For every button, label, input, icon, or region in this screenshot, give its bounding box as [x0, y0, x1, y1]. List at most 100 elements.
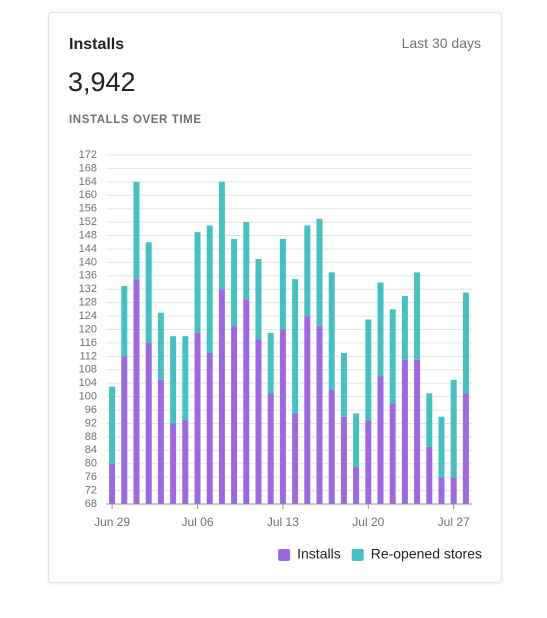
bar-segment [194, 332, 201, 504]
bar-segment [231, 326, 238, 504]
legend-label: Installs [297, 546, 341, 562]
y-tick-label: 124 [79, 310, 97, 322]
bar-segment [157, 379, 164, 504]
y-tick-label: 108 [79, 364, 97, 376]
bar-segment [231, 238, 238, 327]
date-range[interactable]: Last 30 days [401, 35, 481, 51]
bar-segment [353, 467, 360, 504]
y-tick-label: 132 [79, 283, 97, 295]
bar-segment [401, 295, 408, 360]
bar-segment [377, 376, 384, 504]
bar-segment [304, 225, 311, 317]
bar-segment [243, 299, 250, 504]
bar-segment [292, 413, 299, 504]
x-tick-label: Jul 06 [181, 515, 213, 529]
bar-segment [133, 181, 140, 280]
y-tick-label: 168 [79, 162, 97, 174]
bar-segment [450, 379, 457, 478]
bar-segment [462, 393, 469, 504]
bar-segment [377, 282, 384, 377]
bar-segment [243, 222, 250, 300]
bar-segment [279, 238, 286, 330]
bar-segment [194, 232, 201, 333]
y-tick-label: 96 [85, 404, 97, 416]
bar-segment [255, 339, 262, 504]
bar-segment [206, 352, 213, 504]
bar-segment [462, 292, 469, 394]
y-tick-label: 116 [79, 337, 97, 349]
bar-segment [316, 326, 323, 504]
bar-segment [121, 285, 128, 357]
legend-swatch [351, 549, 364, 561]
bar-segment [389, 403, 396, 504]
y-tick-label: 140 [79, 256, 97, 268]
bar-segment [414, 272, 421, 360]
y-tick-label: 156 [79, 203, 97, 215]
bar-segment [121, 356, 128, 504]
y-tick-label: 136 [79, 270, 97, 282]
bar-segment [170, 423, 177, 504]
bar-segment [145, 342, 152, 504]
bar-segment [414, 359, 421, 504]
bar-segment [182, 420, 189, 504]
bar-segment [182, 336, 189, 421]
bar-segment [340, 416, 347, 504]
y-tick-label: 152 [79, 216, 97, 228]
bar-segment [206, 225, 213, 353]
bar-segment [170, 336, 177, 424]
bar-segment [328, 272, 335, 390]
y-tick-label: 76 [85, 471, 97, 483]
y-tick-label: 68 [85, 498, 97, 510]
bar-segment [218, 181, 225, 290]
y-tick-label: 100 [79, 391, 97, 403]
y-tick-label: 104 [79, 377, 97, 389]
card-title: Installs [69, 36, 125, 53]
bar-segment [316, 218, 323, 327]
bar-segment [389, 309, 396, 404]
y-tick-label: 112 [79, 350, 97, 362]
y-tick-label: 88 [85, 431, 97, 443]
bar-segment [109, 463, 116, 504]
bar-segment [304, 316, 311, 504]
bar-segment [365, 420, 372, 504]
chart-subtitle: INSTALLS OVER TIME [69, 114, 202, 126]
bar-segment [328, 389, 335, 504]
bar-segment [145, 242, 152, 343]
bar-segment [426, 393, 433, 447]
x-tick-label: Jul 20 [352, 515, 384, 529]
bar-segment [255, 259, 262, 340]
bar-segment [133, 279, 140, 504]
bar-segment [438, 477, 445, 504]
y-tick-label: 144 [79, 243, 97, 255]
bar-segment [365, 319, 372, 421]
bar-segment [292, 279, 299, 414]
bar-segment [340, 352, 347, 417]
y-tick-label: 148 [79, 229, 97, 241]
legend-label: Re-opened stores [371, 546, 482, 562]
bar-segment [450, 477, 457, 504]
bar-segment [279, 329, 286, 504]
y-tick-label: 160 [79, 189, 97, 201]
bar-segment [353, 413, 360, 468]
x-tick-label: Jun 29 [94, 515, 130, 529]
bar-segment [401, 359, 408, 504]
y-tick-label: 172 [79, 149, 97, 161]
total-installs: 3,942 [68, 67, 136, 97]
x-tick-label: Jul 13 [267, 515, 299, 529]
bar-segment [426, 446, 433, 504]
y-tick-label: 120 [79, 323, 97, 335]
y-tick-label: 80 [85, 458, 97, 470]
bar-segment [267, 332, 274, 394]
bar-segment [438, 416, 445, 478]
y-tick-label: 164 [79, 176, 97, 188]
legend-swatch [278, 549, 291, 561]
bar-segment [267, 393, 274, 504]
y-tick-label: 72 [85, 484, 97, 496]
bar-segment [109, 386, 116, 464]
y-tick-label: 92 [85, 417, 97, 429]
bar-segment [218, 289, 225, 504]
y-tick-label: 84 [85, 444, 97, 456]
x-tick-label: Jul 27 [438, 515, 470, 529]
